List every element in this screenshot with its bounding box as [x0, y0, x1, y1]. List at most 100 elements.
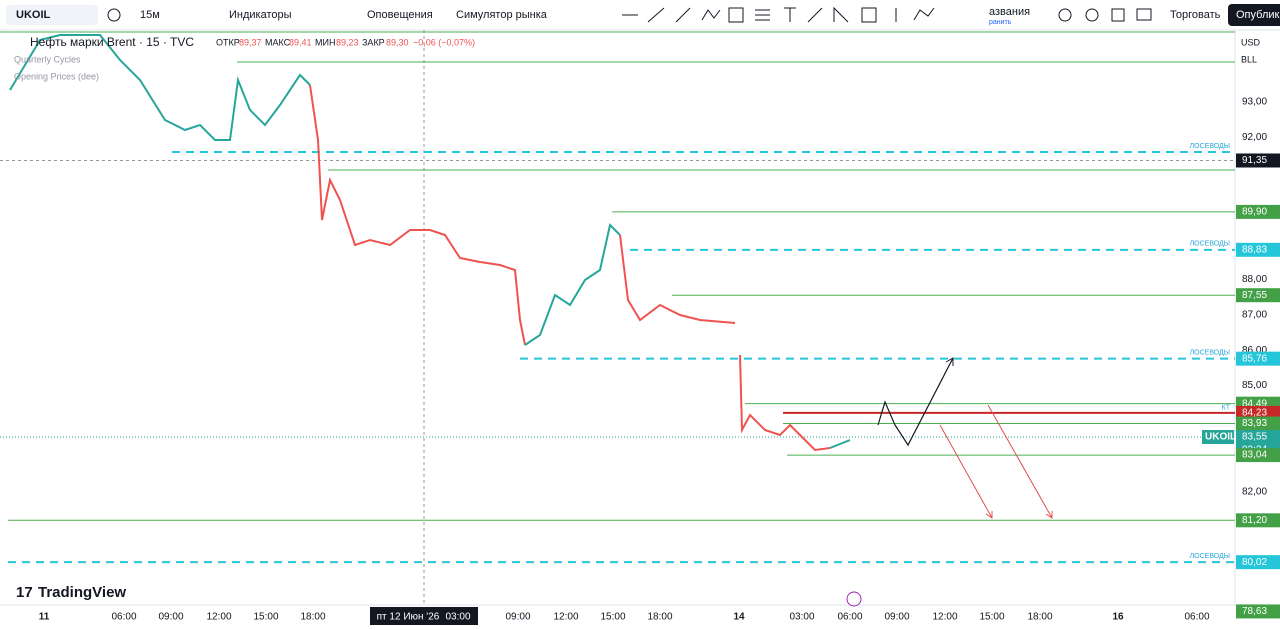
price-tag: 84,49: [1242, 398, 1267, 409]
price-up-segment: [829, 439, 851, 449]
price-tag-bg: [1236, 555, 1280, 570]
arrow-head: [985, 511, 993, 519]
time-label: 03:00: [789, 612, 814, 623]
price-tick-label: 86,00: [1242, 345, 1267, 356]
price-tag-bg: [1236, 242, 1280, 257]
events-icon[interactable]: [846, 591, 862, 607]
layout-name[interactable]: азвания: [989, 6, 1030, 18]
replay-button[interactable]: Симулятор рынка: [456, 9, 548, 21]
level-label: ЛОСЕВОДЫ: [1190, 241, 1230, 248]
price-tag: 78,63: [1242, 606, 1267, 617]
time-label: 06:00: [1184, 612, 1209, 623]
price-tag-bg: [1236, 288, 1280, 303]
time-label: 09:00: [158, 612, 183, 623]
time-axis: 11 06:00 09:00 12:00 15:00 18:00 пт 12 Июн '26…: [39, 612, 1210, 623]
time-label: 18:00: [300, 612, 325, 623]
price-tag-bg: [1236, 416, 1280, 431]
price-tick-label: 82,00: [1242, 487, 1267, 498]
price-down-segment: [619, 234, 736, 324]
price-up-segment: [9, 34, 311, 141]
time-label: пт 12 Июн '26: [377, 612, 440, 623]
price-tick-label: 87,00: [1242, 309, 1267, 320]
time-label: 06:00: [111, 612, 136, 623]
time-label: 06:00: [837, 612, 862, 623]
time-label: 15:00: [600, 612, 625, 623]
price-tag: 81,20: [1242, 515, 1267, 526]
publish-button[interactable]: Опублик: [1236, 9, 1280, 21]
legend-title: Нефть марки Brent · 15 · TVC: [30, 35, 194, 49]
time-label: 12:00: [932, 612, 957, 623]
legend-value: 89,23: [336, 37, 359, 47]
toolbar: [0, 0, 1280, 30]
time-label: 18:00: [647, 612, 672, 623]
price-down-segment: [739, 354, 831, 452]
brand-logo: 17: [16, 584, 33, 601]
legend-label: МИН: [315, 37, 335, 47]
price-tick-label: 92,00: [1242, 132, 1267, 143]
level-label: ЛОСЕВОДЫ: [1190, 143, 1230, 150]
levels: ЛОСЕВОДЫ ЛОСЕВОДЫ ЛОСЕВОДЫ КТ ЛОСЕВОДЫ: [0, 31, 1235, 564]
brand: TradingView: [38, 584, 126, 601]
legend-change: −0,06 (−0,07%): [413, 37, 475, 47]
price-tag: 89,90: [1242, 207, 1267, 218]
price-tag-bg: [1236, 153, 1280, 168]
symbol[interactable]: UKOIL: [16, 9, 51, 21]
arrow-head: [945, 357, 954, 366]
price-tick-label: 93,00: [1242, 97, 1267, 108]
price-tick-label: 88,00: [1242, 274, 1267, 285]
indicator-name[interactable]: Quarterly Cycles: [14, 54, 81, 64]
symbol-search[interactable]: [6, 5, 98, 25]
price-tag: 83,04: [1242, 450, 1267, 461]
indicators-button[interactable]: Индикаторы: [229, 9, 292, 21]
save-hint[interactable]: ранить: [989, 19, 1012, 26]
time-label: 03:00: [445, 612, 470, 623]
price-down-segment: [309, 84, 526, 346]
time-label: 12:00: [206, 612, 231, 623]
symbol-tag: UKOIL: [1205, 432, 1236, 443]
time-label: 09:00: [505, 612, 530, 623]
price-tag: 84,23: [1242, 408, 1267, 419]
price-tag: 80,02: [1242, 557, 1267, 568]
unit: BLL: [1241, 54, 1257, 64]
alerts-button[interactable]: Оповещения: [367, 9, 433, 21]
time-label: 12:00: [553, 612, 578, 623]
time-label: 11: [39, 612, 50, 623]
price-tag-bg: [1236, 604, 1280, 619]
time-label: 18:00: [1027, 612, 1052, 623]
level-label: ЛОСЕВОДЫ: [1190, 553, 1230, 560]
indicator-name[interactable]: Opening Prices (dee): [14, 71, 99, 81]
price-tag: 85,76: [1242, 353, 1267, 364]
price-tag-bg: [1236, 405, 1280, 420]
price-tag-bg: [1236, 513, 1280, 528]
time-label: 14: [733, 612, 745, 623]
interval[interactable]: 15м: [140, 9, 160, 21]
legend-label: ОТКР: [216, 37, 240, 47]
symbol-tag-bg: [1202, 430, 1234, 445]
projection-path[interactable]: [877, 357, 954, 447]
legend-value: 89,30: [386, 37, 409, 47]
time-label: 16: [1112, 612, 1124, 623]
price-tag-bg: [1236, 448, 1280, 463]
add-symbol[interactable]: [107, 8, 121, 22]
time-label: 15:00: [979, 612, 1004, 623]
crosshair-time-bg: [370, 607, 478, 625]
projection-arrow[interactable]: [987, 404, 1053, 519]
arrow-head: [1045, 511, 1053, 519]
projection-arrow[interactable]: [939, 424, 993, 519]
legend-label: МАКС: [265, 37, 291, 47]
trade-button[interactable]: Торговать: [1170, 9, 1221, 21]
publish-button-bg[interactable]: [1228, 4, 1280, 26]
time-label: 15:00: [253, 612, 278, 623]
time-label: 09:00: [884, 612, 909, 623]
price-tag: 83,93: [1242, 418, 1267, 429]
level-label: ЛОСЕВОДЫ: [1190, 350, 1230, 357]
legend-label: ЗАКР: [362, 37, 385, 47]
price-tag: 83,55: [1242, 432, 1267, 443]
drawing-tools[interactable]: [622, 6, 1152, 23]
price-tag-bg: [1236, 351, 1280, 366]
price-up-segment: [524, 223, 621, 346]
legend-value: 89,41: [289, 37, 312, 47]
price-tag: 91,35: [1242, 155, 1267, 166]
